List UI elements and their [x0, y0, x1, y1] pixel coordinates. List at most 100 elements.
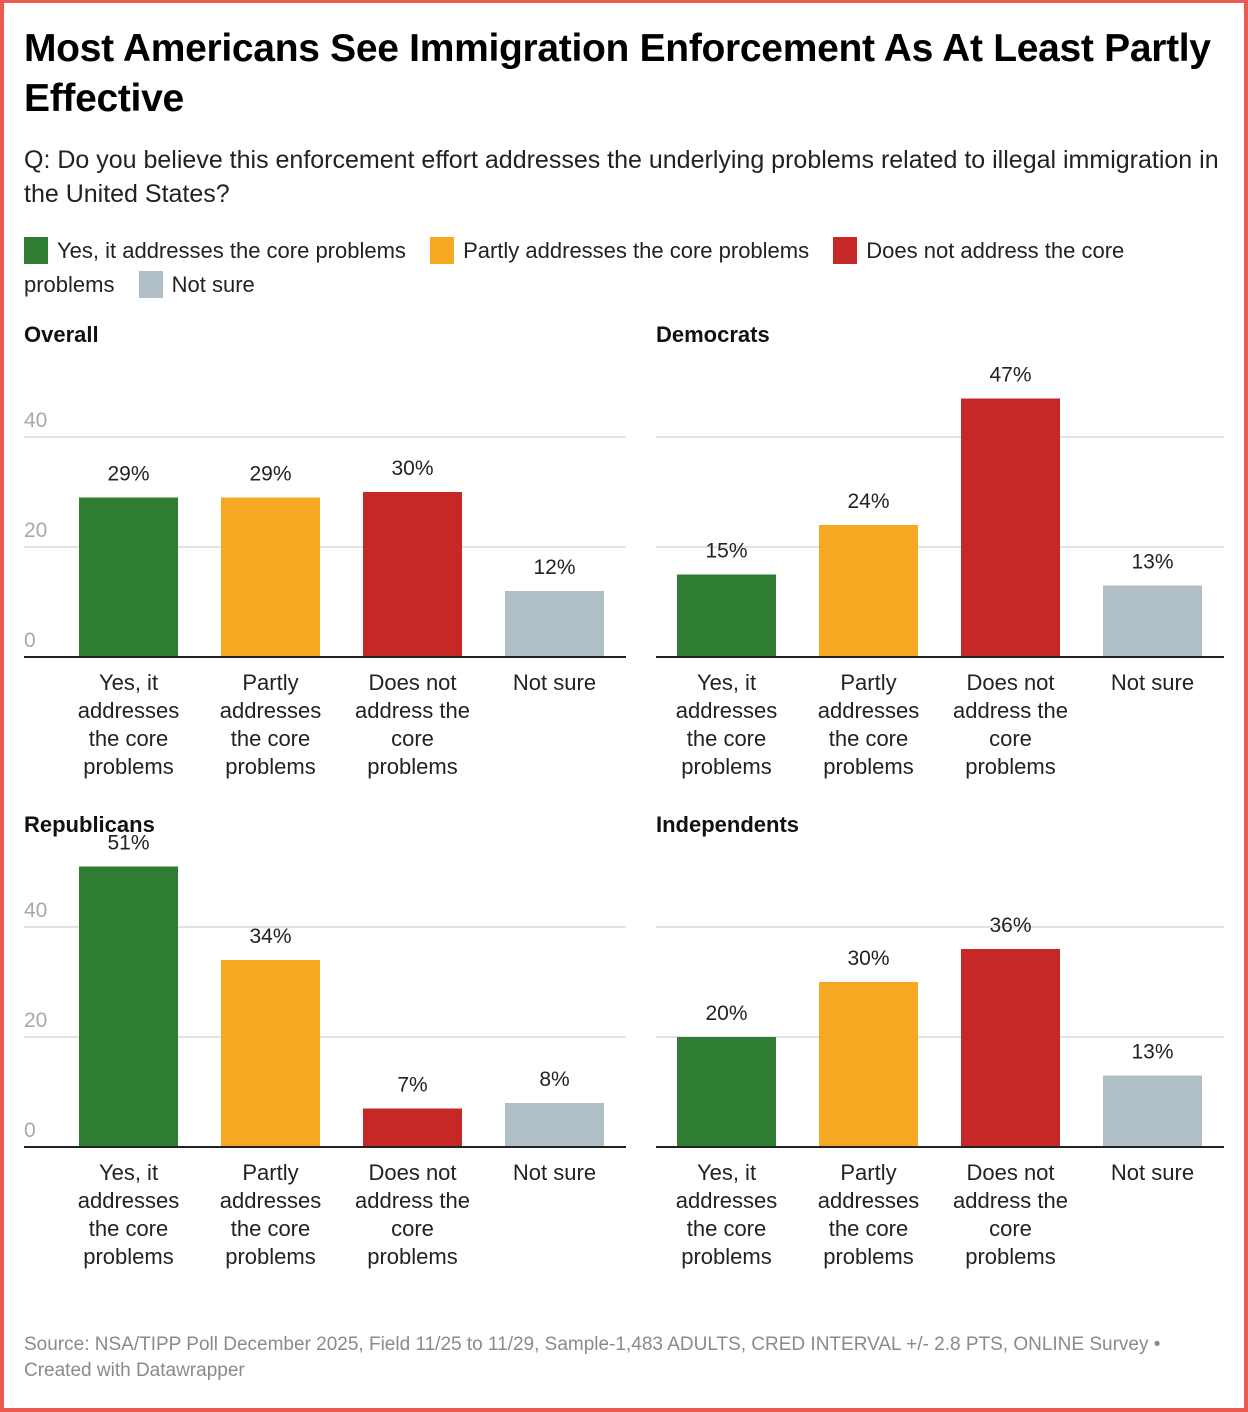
bar	[505, 1103, 604, 1147]
data-label: 24%	[847, 490, 889, 513]
x-tick-label-line: Yes, it	[697, 670, 756, 695]
data-label: 8%	[539, 1068, 569, 1091]
x-tick-label-line: addresses	[676, 1188, 778, 1213]
x-tick-label-line: Does not	[966, 670, 1054, 695]
x-tick-label-line: problems	[83, 1244, 173, 1269]
x-tick-label-line: problems	[681, 754, 771, 779]
x-tick-label: Does not address the core problems	[355, 670, 470, 779]
x-tick-label-line: core	[391, 726, 434, 751]
x-tick-label-line: problems	[965, 1244, 1055, 1269]
x-tick-label: Partly addresses the core problems	[818, 670, 920, 779]
data-label: 30%	[391, 457, 433, 480]
x-tick-label-line: Yes, it	[99, 1160, 158, 1185]
bar	[79, 497, 178, 657]
source-footer: Source: NSA/TIPP Poll December 2025, Fie…	[24, 1334, 1161, 1381]
x-tick-label-line: addresses	[676, 698, 778, 723]
legend-label: Not sure	[171, 272, 255, 297]
legend-label: Partly addresses the core problems	[463, 238, 810, 263]
x-tick-label-line: addresses	[220, 698, 322, 723]
bar	[677, 574, 776, 657]
data-label: 34%	[249, 925, 291, 948]
data-label: 51%	[107, 832, 149, 855]
x-tick-label-line: problems	[367, 1244, 457, 1269]
x-tick-label-line: the core	[687, 726, 767, 751]
chart-title: Independents	[656, 812, 800, 837]
x-tick-label-line: core	[989, 1216, 1032, 1241]
y-tick-label: 0	[24, 1119, 36, 1142]
x-tick-label: Yes, it addresses the core problems	[676, 1160, 778, 1269]
x-tick-label: Not sure	[513, 1160, 596, 1185]
legend-swatch-yes	[24, 237, 48, 264]
legend-swatch-does-not	[833, 237, 858, 264]
x-tick-label-line: Does not	[966, 1160, 1054, 1185]
bar	[505, 591, 604, 657]
chart-title: Republicans	[24, 812, 155, 837]
bar	[363, 1108, 462, 1147]
x-tick-label-line: address the	[953, 1188, 1068, 1213]
chart-overall: Overall 0 20 40 29% Yes, it addresses the core…	[24, 322, 626, 792]
x-tick-label-line: the core	[687, 1216, 767, 1241]
x-tick-label-line: the core	[829, 726, 909, 751]
x-tick-label-line: problems	[823, 754, 913, 779]
chart-democrats: Democrats 15% Yes, it addresses the core pro…	[656, 322, 1224, 792]
bar	[1103, 585, 1202, 657]
y-tick-label: 40	[24, 409, 47, 432]
y-tick-label: 20	[24, 1009, 47, 1032]
x-tick-label-line: problems	[83, 754, 173, 779]
x-tick-label-line: Partly	[840, 1160, 896, 1185]
x-tick-label-line: Not sure	[513, 670, 596, 695]
x-tick-label-line: Does not	[368, 670, 456, 695]
x-tick-label-line: address the	[355, 1188, 470, 1213]
x-tick-label: Not sure	[513, 670, 596, 695]
x-tick-label: Does not address the core problems	[355, 1160, 470, 1269]
x-tick-label-line: Not sure	[513, 1160, 596, 1185]
chart-svg: 15% Yes, it addresses the core problems 24% Pa…	[656, 364, 1224, 779]
bar	[1103, 1075, 1202, 1147]
x-tick-label: Partly addresses the core problems	[818, 1160, 920, 1269]
data-label: 30%	[847, 947, 889, 970]
legend-item-partly: Partly addresses the core problems	[430, 237, 810, 264]
x-tick-label-line: Partly	[840, 670, 896, 695]
x-tick-label: Does not address the core problems	[953, 670, 1068, 779]
x-tick-label: Partly addresses the core problems	[220, 670, 322, 779]
data-label: 13%	[1131, 1041, 1173, 1064]
data-label: 13%	[1131, 551, 1173, 574]
bar	[79, 866, 178, 1147]
bar	[677, 1037, 776, 1147]
chart-svg: 0 20 40 29% Yes, it addresses the core problems…	[24, 409, 626, 779]
x-tick-label-line: address the	[953, 698, 1068, 723]
data-label: 15%	[705, 540, 747, 563]
data-label: 12%	[533, 556, 575, 579]
data-label: 36%	[989, 914, 1031, 937]
x-tick-label-line: Yes, it	[99, 670, 158, 695]
x-tick-label: Not sure	[1111, 1160, 1194, 1185]
legend: Yes, it addresses the core problems Part…	[24, 234, 1224, 302]
y-tick-label: 0	[24, 629, 36, 652]
x-tick-label-line: problems	[225, 1244, 315, 1269]
bar	[221, 960, 320, 1147]
x-tick-label: Yes, it addresses the core problems	[78, 670, 180, 779]
bar	[221, 497, 320, 657]
legend-item-not-sure: Not sure	[138, 271, 255, 298]
x-tick-label-line: problems	[225, 754, 315, 779]
chart-independents: Independents 20% Yes, it addresses the core…	[656, 812, 1224, 1302]
chart-title: Overall	[24, 322, 99, 347]
x-tick-label: Yes, it addresses the core problems	[78, 1160, 180, 1269]
x-tick-label-line: addresses	[78, 698, 180, 723]
chart-title: Democrats	[656, 322, 770, 347]
data-label: 29%	[107, 463, 149, 486]
x-tick-label: Yes, it addresses the core problems	[676, 670, 778, 779]
bar	[819, 982, 918, 1147]
data-label: 7%	[397, 1074, 427, 1097]
bar	[961, 398, 1060, 657]
x-tick-label-line: the core	[89, 1216, 169, 1241]
question-subtitle: Q: Do you believe this enforcement effor…	[24, 146, 1219, 208]
chart-svg: 20% Yes, it addresses the core problems 30% Pa…	[656, 914, 1224, 1269]
x-tick-label-line: addresses	[818, 698, 920, 723]
x-tick-label-line: core	[391, 1216, 434, 1241]
bar	[819, 525, 918, 657]
data-label: 47%	[989, 364, 1031, 387]
chart-svg: 0 20 40 51% Yes, it addresses the core problems…	[24, 832, 626, 1269]
x-tick-label-line: addresses	[818, 1188, 920, 1213]
